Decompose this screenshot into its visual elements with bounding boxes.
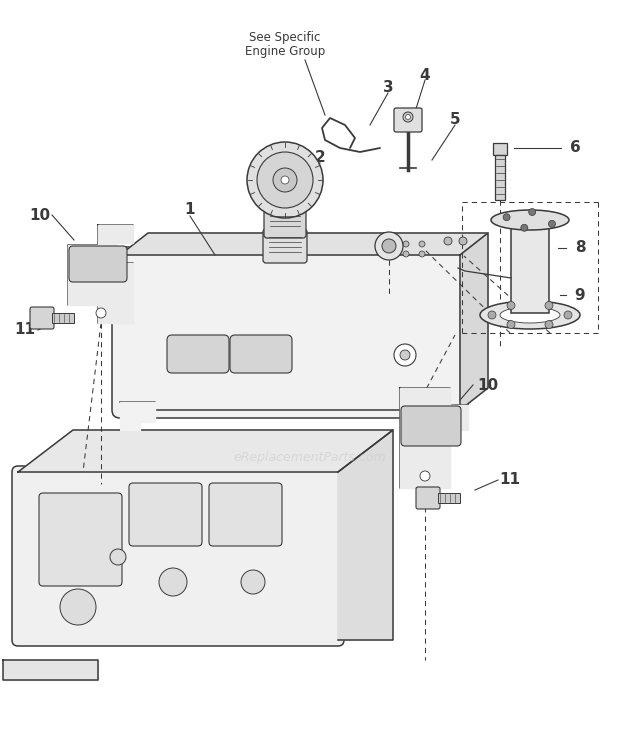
Text: 3: 3 bbox=[383, 81, 393, 95]
FancyBboxPatch shape bbox=[12, 466, 344, 646]
Circle shape bbox=[403, 251, 409, 257]
Circle shape bbox=[549, 220, 556, 228]
Circle shape bbox=[459, 237, 467, 245]
Circle shape bbox=[375, 232, 403, 260]
FancyBboxPatch shape bbox=[264, 210, 306, 238]
Circle shape bbox=[60, 589, 96, 625]
Circle shape bbox=[503, 214, 510, 221]
Circle shape bbox=[420, 471, 430, 481]
FancyBboxPatch shape bbox=[438, 493, 460, 503]
FancyBboxPatch shape bbox=[69, 246, 127, 282]
FancyBboxPatch shape bbox=[30, 307, 54, 329]
Circle shape bbox=[564, 311, 572, 319]
FancyBboxPatch shape bbox=[39, 493, 122, 586]
Text: eReplacementParts.com: eReplacementParts.com bbox=[234, 451, 386, 465]
Circle shape bbox=[403, 112, 413, 122]
Circle shape bbox=[273, 168, 297, 192]
Circle shape bbox=[241, 570, 265, 594]
Circle shape bbox=[545, 321, 553, 329]
FancyBboxPatch shape bbox=[416, 487, 440, 509]
Ellipse shape bbox=[491, 210, 569, 230]
FancyBboxPatch shape bbox=[495, 155, 505, 200]
Polygon shape bbox=[120, 402, 155, 430]
Circle shape bbox=[521, 225, 528, 231]
Text: 11: 11 bbox=[500, 473, 521, 487]
FancyBboxPatch shape bbox=[112, 247, 468, 418]
Circle shape bbox=[444, 237, 452, 245]
Text: See Specific: See Specific bbox=[249, 32, 321, 45]
Text: 9: 9 bbox=[575, 288, 585, 302]
FancyBboxPatch shape bbox=[52, 313, 74, 323]
Polygon shape bbox=[18, 430, 393, 472]
Circle shape bbox=[96, 308, 106, 318]
Text: 6: 6 bbox=[570, 140, 580, 156]
Text: 1: 1 bbox=[185, 203, 195, 217]
Text: 2: 2 bbox=[314, 150, 326, 165]
Polygon shape bbox=[68, 225, 133, 323]
Circle shape bbox=[405, 115, 410, 120]
FancyBboxPatch shape bbox=[263, 229, 307, 263]
FancyBboxPatch shape bbox=[129, 483, 202, 546]
Text: 11: 11 bbox=[14, 322, 35, 338]
Circle shape bbox=[507, 321, 515, 329]
Text: 4: 4 bbox=[420, 68, 430, 82]
Circle shape bbox=[110, 549, 126, 565]
Circle shape bbox=[382, 239, 396, 253]
Text: 10: 10 bbox=[29, 208, 51, 222]
FancyBboxPatch shape bbox=[230, 335, 292, 373]
FancyBboxPatch shape bbox=[167, 335, 229, 373]
Polygon shape bbox=[460, 233, 488, 410]
Ellipse shape bbox=[500, 307, 560, 323]
Circle shape bbox=[419, 241, 425, 247]
Circle shape bbox=[545, 302, 553, 310]
Circle shape bbox=[403, 241, 409, 247]
Text: Engine Group: Engine Group bbox=[245, 46, 325, 59]
Circle shape bbox=[257, 152, 313, 208]
FancyBboxPatch shape bbox=[394, 108, 422, 132]
Text: 5: 5 bbox=[450, 112, 460, 128]
Circle shape bbox=[394, 344, 416, 366]
Circle shape bbox=[281, 176, 289, 184]
FancyBboxPatch shape bbox=[401, 406, 461, 446]
Polygon shape bbox=[120, 233, 488, 255]
FancyBboxPatch shape bbox=[209, 483, 282, 546]
Polygon shape bbox=[3, 660, 98, 680]
Text: 8: 8 bbox=[575, 241, 585, 255]
FancyBboxPatch shape bbox=[511, 220, 549, 313]
Polygon shape bbox=[338, 430, 393, 640]
Circle shape bbox=[400, 350, 410, 360]
Circle shape bbox=[529, 208, 536, 216]
Circle shape bbox=[247, 142, 323, 218]
Circle shape bbox=[507, 302, 515, 310]
Polygon shape bbox=[430, 405, 455, 420]
FancyBboxPatch shape bbox=[493, 143, 507, 155]
Circle shape bbox=[488, 311, 496, 319]
Text: 10: 10 bbox=[477, 377, 498, 393]
Circle shape bbox=[419, 251, 425, 257]
Circle shape bbox=[159, 568, 187, 596]
Ellipse shape bbox=[480, 301, 580, 329]
Polygon shape bbox=[400, 388, 468, 488]
